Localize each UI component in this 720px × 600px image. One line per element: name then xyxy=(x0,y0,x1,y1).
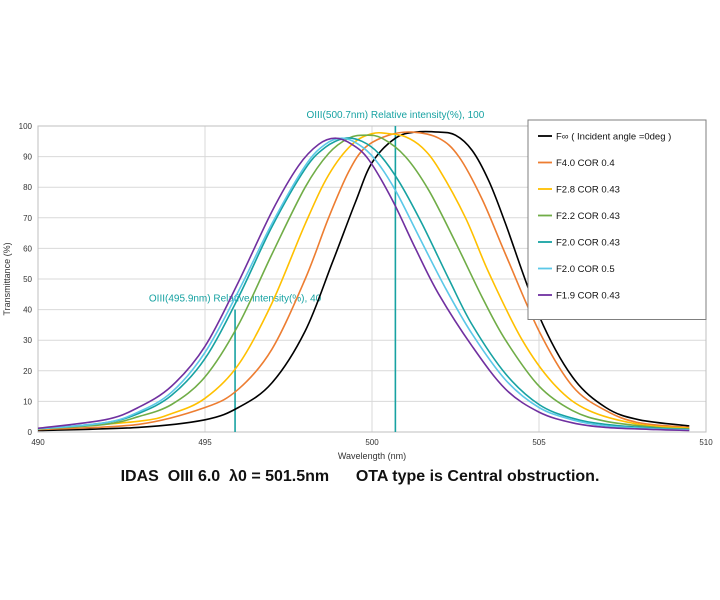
legend-item-label: F2.2 COR 0.43 xyxy=(556,211,620,222)
y-tick-label: 70 xyxy=(23,214,32,223)
y-tick-label: 10 xyxy=(23,397,32,406)
series-line-2 xyxy=(37,131,690,430)
y-tick-label: 60 xyxy=(23,244,32,253)
tick-labels: 0 10 20 30 40 50 60 70 80 90 100 490 495 500 505 510 Wav… xyxy=(2,122,713,461)
y-tick-label: 80 xyxy=(23,183,32,192)
series-line-3 xyxy=(37,134,690,430)
series-lines xyxy=(37,130,690,432)
y-tick-label: 50 xyxy=(23,275,32,284)
legend-item-label: F4.0 COR 0.4 xyxy=(556,158,615,169)
annotation-label: OIII(500.7nm) Relative intensity(%), 100 xyxy=(306,110,484,121)
y-tick-label: 20 xyxy=(23,367,32,376)
x-tick-label: 490 xyxy=(31,438,45,447)
legend-item-label: F2.8 COR 0.43 xyxy=(556,185,620,196)
y-tick-label: 0 xyxy=(28,428,33,437)
annotation-label: OIII(495.9nm) Relative intensity(%), 40 xyxy=(149,294,322,305)
x-tick-label: 505 xyxy=(532,438,546,447)
y-tick-label: 40 xyxy=(23,306,32,315)
chart-caption: IDAS OIII 6.0 λ0 = 501.5nm OTA type is C… xyxy=(120,468,600,485)
series-line-4 xyxy=(37,137,690,431)
x-tick-label: 495 xyxy=(198,438,212,447)
legend: F∞ ( Incident angle =0deg ) F4.0 COR 0.4 F… xyxy=(527,119,707,320)
series-line-1 xyxy=(37,131,690,431)
y-tick-label: 30 xyxy=(23,336,32,345)
y-tick-label: 90 xyxy=(23,153,32,162)
y-axis-title: Transmittance (%) xyxy=(2,242,12,315)
y-tick-label: 100 xyxy=(19,122,33,131)
x-tick-label: 510 xyxy=(699,438,713,447)
legend-item-label: F∞ ( Incident angle =0deg ) xyxy=(556,132,671,143)
legend-box xyxy=(527,119,707,320)
x-tick-label: 500 xyxy=(365,438,379,447)
legend-item-label: F2.0 COR 0.5 xyxy=(556,264,615,275)
series-line-6 xyxy=(37,137,690,432)
series-line-5 xyxy=(37,137,690,431)
x-axis-title: Wavelength (nm) xyxy=(338,451,406,461)
legend-item-label: F1.9 COR 0.43 xyxy=(556,291,620,302)
legend-item-label: F2.0 COR 0.43 xyxy=(556,238,620,249)
